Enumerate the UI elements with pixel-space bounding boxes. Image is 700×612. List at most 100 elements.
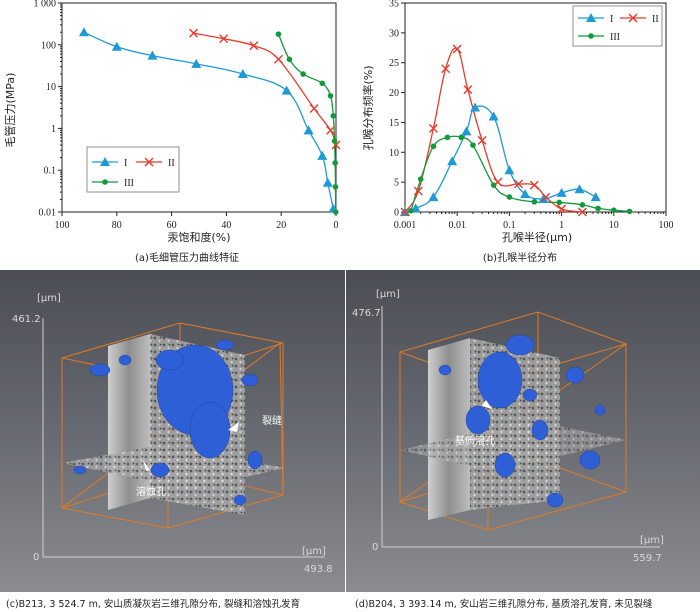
pore-throat-distribution-chart: 0.001 0.01 0.1 1 10 100 0 5 10 15 20 25 30 35 孔喉分布频率… xyxy=(361,0,674,264)
y-tick-label: 30 xyxy=(389,28,399,39)
data-point-III xyxy=(595,205,601,212)
data-point-I xyxy=(556,187,567,197)
data-point-II xyxy=(577,207,587,217)
data-point-III xyxy=(626,208,633,215)
ct-unit-top: [μm] xyxy=(376,289,400,300)
data-point-I xyxy=(191,58,202,68)
arrow-matrix-pore xyxy=(482,400,492,409)
data-point-I xyxy=(281,85,292,95)
ct-x-max: 493.8 xyxy=(304,564,333,575)
y-axis-label: 孔喉分布频率(%) xyxy=(361,65,375,150)
x-tick-label: 80 xyxy=(112,220,122,231)
ct-volume-render xyxy=(60,322,285,529)
x-tick-label: 0.1 xyxy=(503,220,516,231)
panel-caption-d: (d)B204, 3 393.14 m, 安山岩三维孔隙分布, 基质溶孔发育, … xyxy=(355,598,653,610)
ct-origin: 0 xyxy=(372,542,378,553)
data-point-I xyxy=(574,184,585,194)
y-tick-label: 35 xyxy=(389,0,399,10)
data-point-I xyxy=(520,189,531,199)
data-point-II xyxy=(400,207,410,217)
x-tick-label: 0.01 xyxy=(448,220,466,231)
series-line-III xyxy=(277,33,337,213)
x-tick-label: 60 xyxy=(167,220,177,231)
data-point-III xyxy=(430,143,437,150)
data-point-III xyxy=(556,199,563,206)
y-tick-label: 100 xyxy=(41,40,56,51)
legend-label-III: III xyxy=(610,32,620,43)
data-point-III xyxy=(579,202,586,208)
data-point-III xyxy=(319,80,326,87)
data-point-III xyxy=(332,184,339,190)
data-point-III xyxy=(490,182,497,188)
data-point-III xyxy=(506,194,513,200)
capillary-pressure-chart: 100 80 60 40 20 0 1 000 100 10 1 0.1 0.01 毛管压力(MPa… xyxy=(3,0,341,264)
data-point-I xyxy=(303,125,314,135)
y-tick-label: 0.01 xyxy=(39,208,57,219)
data-point-III xyxy=(332,160,338,166)
annotation-dissolution-pore: 溶蚀孔 xyxy=(136,485,166,498)
data-point-II xyxy=(477,135,487,145)
data-point-I xyxy=(322,177,333,187)
data-point-I xyxy=(461,126,472,136)
data-point-I xyxy=(147,50,158,60)
data-point-III xyxy=(331,138,338,144)
data-point-III xyxy=(332,209,339,215)
legend-label-III: III xyxy=(124,178,134,189)
data-point-II xyxy=(541,192,551,202)
data-point-III xyxy=(408,208,414,214)
legend-marker-I xyxy=(100,157,110,166)
legend-marker-III xyxy=(588,33,594,39)
data-point-III xyxy=(444,134,451,141)
ct-y-max: 476.7 xyxy=(352,308,381,319)
y-tick-label: 5 xyxy=(394,178,399,189)
arrow-dissolution-pore xyxy=(143,460,150,471)
x-tick-label: 1 xyxy=(559,220,564,231)
data-point-II xyxy=(463,85,473,95)
data-point-I xyxy=(590,192,601,202)
data-point-I xyxy=(111,41,122,51)
y-axis-label: 毛管压力(MPa) xyxy=(3,73,17,148)
data-point-III xyxy=(286,56,293,63)
x-axis-label: 汞饱和度(%) xyxy=(167,230,230,244)
data-point-III xyxy=(611,207,617,214)
data-point-III xyxy=(531,199,538,205)
panel-caption: (b)孔喉半径分布 xyxy=(483,251,557,264)
y-tick-label: 20 xyxy=(389,88,399,99)
y-tick-label: 10 xyxy=(46,82,56,93)
data-point-I xyxy=(504,165,515,175)
legend-marker-III xyxy=(102,179,108,185)
ct-volume-render xyxy=(398,311,628,531)
data-point-I xyxy=(317,150,328,160)
y-tick-label: 10 xyxy=(389,148,399,159)
y-tick-label: 0 xyxy=(394,208,399,219)
data-point-I xyxy=(488,111,499,121)
ct-y-max: 461.2 xyxy=(12,314,41,325)
y-tick-label: 15 xyxy=(389,118,399,129)
data-point-III xyxy=(470,142,476,148)
data-point-II xyxy=(249,41,259,51)
legend-label-II: II xyxy=(168,158,175,169)
y-tick-label: 0.1 xyxy=(44,166,57,177)
legend-marker-I xyxy=(586,13,596,22)
y-tick-label: 1 000 xyxy=(34,0,57,10)
x-tick-label: 0.001 xyxy=(394,220,417,231)
data-point-II xyxy=(441,64,451,74)
data-point-II xyxy=(309,103,319,113)
legend-marker-II xyxy=(144,157,154,167)
y-tick-label: 1 xyxy=(51,124,56,135)
data-point-I xyxy=(78,27,89,37)
legend-label-I: I xyxy=(610,14,613,25)
x-tick-label: 100 xyxy=(659,220,674,231)
data-point-I xyxy=(237,69,248,79)
ct-origin: 0 xyxy=(33,552,39,563)
legend-label-II: II xyxy=(652,14,659,25)
ct-volume-panel-d: [μm] 476.7 0 [μm] 559.7 xyxy=(346,270,700,592)
data-point-II xyxy=(189,28,199,38)
data-point-II xyxy=(514,179,524,189)
ct-volume-panel-c: [μm] 461.2 0 [μm] 493.8 xyxy=(0,270,345,592)
panel-caption: (a)毛细管压力曲线特征 xyxy=(135,251,239,264)
y-tick-label: 25 xyxy=(389,58,399,69)
data-point-II xyxy=(413,186,423,196)
